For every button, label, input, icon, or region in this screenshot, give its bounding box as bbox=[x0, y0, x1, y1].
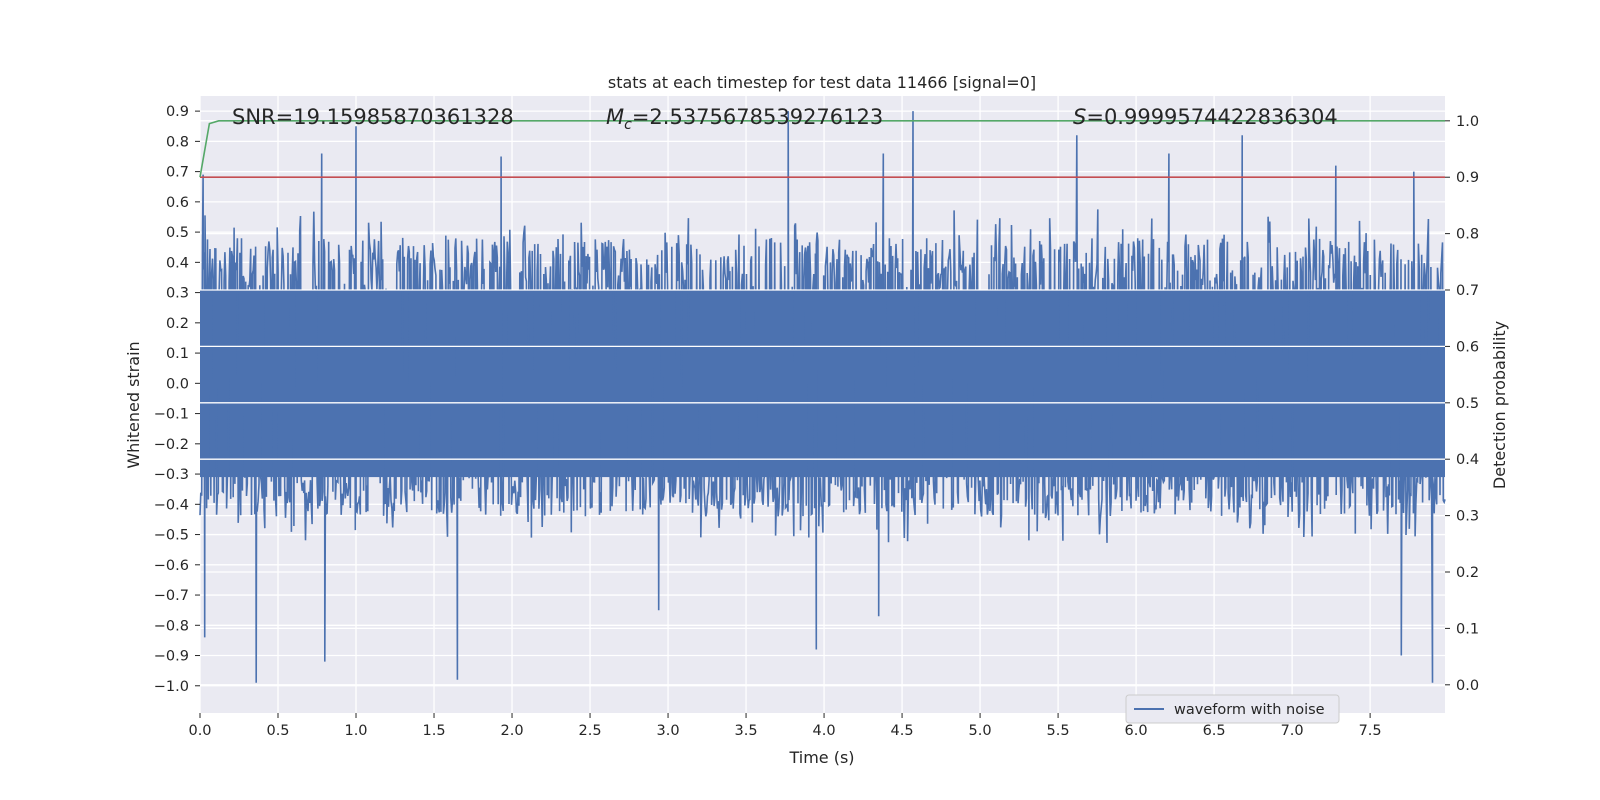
x-tick-label: 4.5 bbox=[891, 723, 914, 739]
y2-tick-label: 0.9 bbox=[1456, 170, 1479, 186]
tick-labels: 0.0 0.5 1.0 1.5 2.0 2.5 3.0 3.5 4.0 4.5 5.0 5.5 6.0 6… bbox=[154, 104, 1479, 739]
y-tick-label: −0.5 bbox=[154, 528, 189, 544]
y-tick-label: 0.1 bbox=[166, 346, 189, 362]
x-tick-label: 0.0 bbox=[188, 723, 211, 739]
x-tick-label: 7.0 bbox=[1281, 723, 1304, 739]
x-tick-label: 3.5 bbox=[735, 723, 758, 739]
y2-axis-label: Detection probability bbox=[1490, 321, 1509, 489]
y2-tick-label: 0.4 bbox=[1456, 452, 1479, 468]
y-tick-label: 0.0 bbox=[166, 376, 189, 392]
y-tick-label: 0.5 bbox=[166, 225, 189, 241]
y2-tick-label: 1.0 bbox=[1456, 114, 1479, 130]
legend-box bbox=[1125, 694, 1340, 724]
y2-tick-label: 0.6 bbox=[1456, 339, 1479, 355]
y2-tick-label: 0.3 bbox=[1456, 509, 1479, 525]
y-tick-label: −0.6 bbox=[154, 558, 189, 574]
y-tick-label: 0.8 bbox=[166, 134, 189, 150]
x-tick-label: 6.0 bbox=[1125, 723, 1148, 739]
y-tick-label: −0.4 bbox=[154, 497, 189, 513]
probability-lines bbox=[199, 120, 1445, 178]
x-tick-label: 5.0 bbox=[969, 723, 992, 739]
y2-tick-label: 0.1 bbox=[1456, 621, 1479, 637]
x-tick-label: 0.5 bbox=[266, 723, 289, 739]
y-tick-label: 0.6 bbox=[166, 195, 189, 211]
waveform-line bbox=[199, 111, 1446, 683]
y2-tick-label: 0.7 bbox=[1456, 283, 1479, 299]
y-tick-label: 0.9 bbox=[166, 104, 189, 120]
x-axis-label: Time (s) bbox=[788, 748, 854, 767]
y-tick-label: 0.7 bbox=[166, 165, 189, 181]
y-tick-label: 0.3 bbox=[166, 286, 189, 302]
y-tick-label: −0.3 bbox=[154, 467, 189, 483]
y-tick-label: −0.7 bbox=[154, 588, 189, 604]
y-axis-label: Whitened strain bbox=[124, 341, 143, 468]
chart-title: stats at each timestep for test data 114… bbox=[608, 73, 1036, 92]
legend-entry-waveform: waveform with noise bbox=[1174, 702, 1325, 718]
y-tick-label: −0.2 bbox=[154, 437, 189, 453]
x-tick-label: 7.5 bbox=[1359, 723, 1382, 739]
y2-tick-label: 0.5 bbox=[1456, 396, 1479, 412]
y-tick-label: −0.1 bbox=[154, 407, 189, 423]
y-tick-label: −1.0 bbox=[154, 679, 189, 695]
x-tick-label: 4.0 bbox=[813, 723, 836, 739]
x-tick-label: 3.0 bbox=[657, 723, 680, 739]
x-tick-label: 2.5 bbox=[579, 723, 602, 739]
chirp-mass-annotation: Mc=2.5375678539276123 bbox=[606, 105, 883, 133]
legend: waveform with noise bbox=[1125, 694, 1340, 724]
score-annotation: S=0.9999574422836304 bbox=[1073, 105, 1338, 129]
snr-annotation: SNR=19.15985870361328 bbox=[232, 105, 514, 129]
y2-tick-label: 0.0 bbox=[1456, 678, 1479, 694]
y2-tick-label: 0.8 bbox=[1456, 227, 1479, 243]
y-tick-label: 0.4 bbox=[166, 255, 189, 271]
x-tick-label: 5.5 bbox=[1047, 723, 1070, 739]
y-tick-label: 0.2 bbox=[166, 316, 189, 332]
x-tick-label: 6.5 bbox=[1203, 723, 1226, 739]
x-tick-label: 1.0 bbox=[344, 723, 367, 739]
y-tick-label: −0.8 bbox=[154, 618, 189, 634]
x-tick-label: 1.5 bbox=[422, 723, 445, 739]
detection-probability-line bbox=[199, 120, 1445, 178]
x-tick-label: 2.0 bbox=[500, 723, 523, 739]
y2-tick-label: 0.2 bbox=[1456, 565, 1479, 581]
y-tick-label: −0.9 bbox=[154, 649, 189, 665]
waveform-series bbox=[199, 111, 1446, 683]
